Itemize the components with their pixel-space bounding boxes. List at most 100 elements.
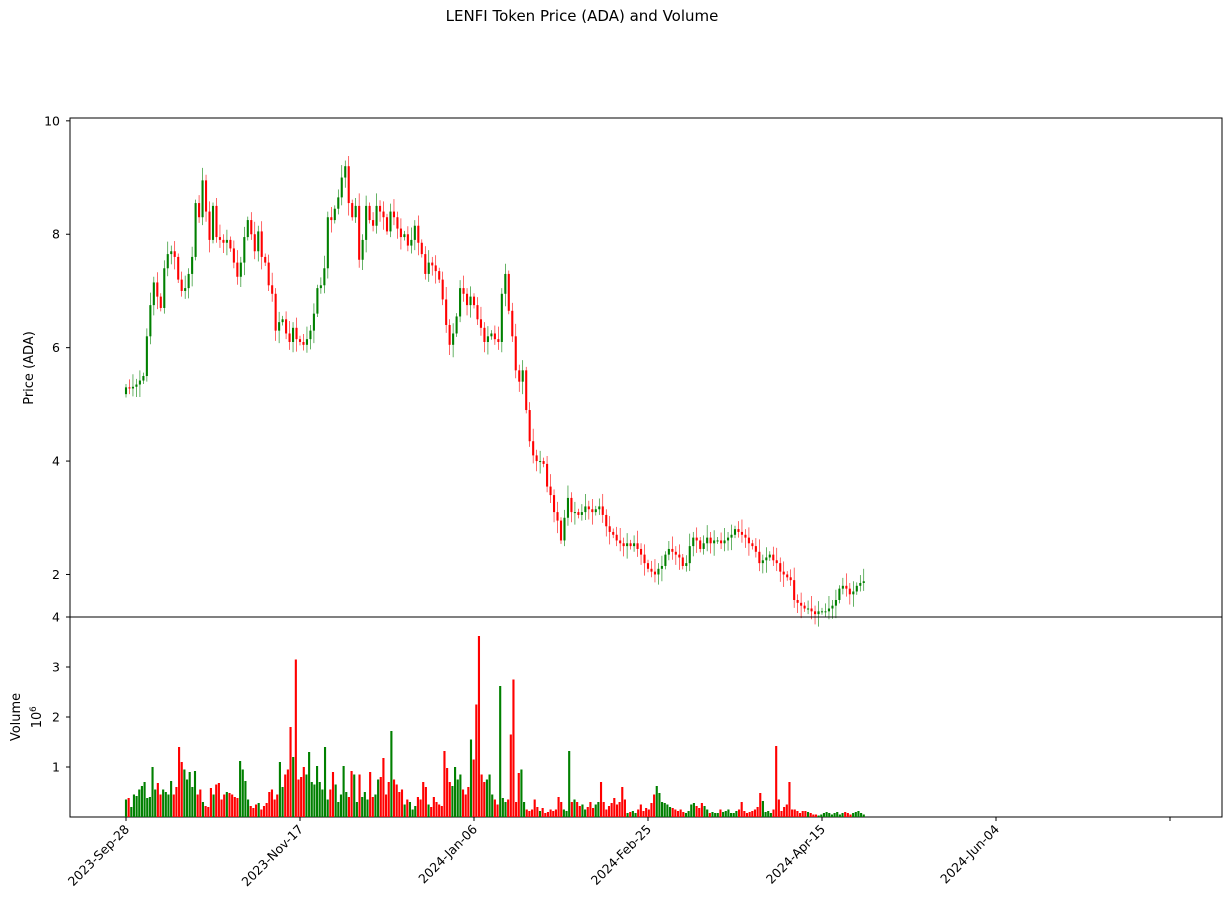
volume-bar	[220, 799, 223, 817]
price-candles	[124, 155, 865, 627]
candle-body	[539, 461, 542, 463]
volume-bar	[764, 812, 767, 817]
candle-body	[559, 520, 563, 541]
volume-bar	[814, 814, 818, 817]
volume-bar	[334, 784, 337, 817]
volume-bar	[761, 801, 764, 817]
candle-body	[246, 220, 249, 238]
price-axes-frame	[69, 117, 1223, 618]
candle-body	[264, 256, 267, 263]
volume-bar	[289, 727, 292, 817]
candle-body	[758, 551, 761, 564]
volume-bar	[804, 811, 807, 817]
volume-bar	[294, 659, 297, 817]
price-panel: 2 4 6 8 10 Price (ADA)	[22, 113, 1223, 627]
volume-bar	[454, 767, 457, 817]
volume-bar	[544, 813, 547, 817]
candle-body	[709, 537, 712, 544]
volume-bar	[207, 807, 210, 817]
candle-body	[646, 563, 650, 569]
volume-bar	[796, 811, 799, 817]
candle-body	[678, 554, 681, 558]
volume-bar	[714, 813, 717, 817]
volume-bar	[451, 786, 454, 817]
candle-body	[754, 546, 757, 552]
candle-body	[372, 220, 375, 226]
volume-y-tick-label: 3	[52, 660, 60, 675]
volume-bar	[228, 793, 231, 817]
volume-bar	[546, 812, 550, 817]
volume-bar	[398, 792, 401, 817]
volume-bar	[193, 771, 197, 817]
candle-body	[845, 585, 848, 589]
x-tick-label: 2023-Sep-28	[65, 821, 132, 888]
candle-body	[330, 217, 333, 221]
volume-bar	[745, 813, 749, 817]
volume-bar	[140, 786, 143, 817]
volume-bar	[777, 799, 780, 817]
candle-body	[479, 319, 483, 328]
candle-body	[295, 327, 298, 340]
candle-body	[326, 217, 329, 269]
candle-body	[250, 220, 253, 235]
volume-bar	[130, 807, 133, 817]
candle-body	[166, 254, 169, 269]
volume-scale-label: 10 6	[29, 706, 45, 728]
volume-bar	[573, 799, 576, 817]
candle-body	[399, 228, 402, 238]
volume-bar	[496, 804, 499, 817]
volume-bar	[737, 809, 741, 817]
volume-bar	[860, 813, 863, 817]
volume-bar	[668, 807, 672, 817]
candle-body	[827, 608, 831, 612]
volume-bar	[278, 762, 281, 817]
candle-body	[225, 239, 228, 243]
volume-bar	[260, 809, 263, 817]
volume-bar	[148, 797, 151, 817]
volume-bar	[836, 812, 839, 817]
candle-body	[285, 319, 288, 334]
candle-body	[615, 534, 618, 541]
candle-body	[768, 554, 771, 558]
volume-bar	[780, 811, 783, 817]
candle-body	[333, 208, 336, 221]
volume-bar	[305, 774, 308, 817]
volume-bar	[379, 777, 382, 817]
candle-body	[236, 262, 239, 277]
candle-body	[608, 526, 611, 532]
volume-bar	[244, 781, 247, 817]
volume-bar	[302, 767, 305, 817]
candle-body	[131, 386, 135, 389]
candle-body	[392, 211, 396, 218]
candle-body	[786, 574, 789, 578]
price-y-axis-label: Price (ADA)	[22, 331, 37, 405]
candle-body	[455, 316, 458, 334]
volume-bar	[477, 636, 481, 817]
volume-bar	[273, 799, 276, 817]
candle-body	[309, 330, 312, 340]
volume-bar	[374, 794, 377, 817]
candle-body	[532, 441, 535, 456]
candle-body	[253, 234, 256, 252]
volume-bar	[438, 804, 441, 817]
candle-body	[222, 239, 225, 243]
volume-bar	[321, 789, 324, 817]
volume-bar	[138, 789, 141, 817]
candle-body	[740, 531, 744, 535]
candle-body	[288, 333, 291, 342]
candle-body	[215, 205, 218, 238]
volume-bar	[430, 807, 433, 817]
volume-bar	[281, 787, 284, 817]
candle-body	[598, 506, 601, 510]
volume-bar	[456, 779, 459, 817]
volume-bar	[472, 759, 475, 817]
volume-bar	[538, 811, 542, 817]
volume-bar	[491, 794, 494, 817]
volume-bar	[467, 787, 470, 817]
candle-body	[796, 599, 799, 603]
price-y-tick-label: 8	[52, 227, 60, 242]
volume-bar	[212, 794, 215, 817]
candle-body	[445, 299, 448, 325]
candle-body	[323, 268, 326, 286]
volume-bar	[613, 798, 616, 817]
